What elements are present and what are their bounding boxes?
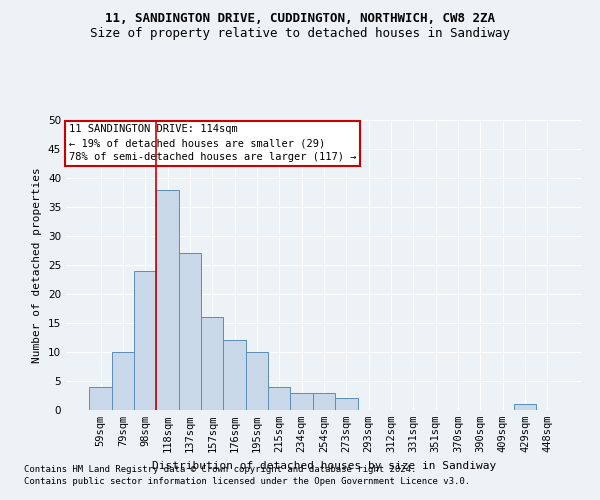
Bar [134,271,157,410]
Bar [290,392,313,410]
Bar [335,398,358,410]
Y-axis label: Number of detached properties: Number of detached properties [32,167,43,363]
Text: 11, SANDINGTON DRIVE, CUDDINGTON, NORTHWICH, CW8 2ZA: 11, SANDINGTON DRIVE, CUDDINGTON, NORTHW… [105,12,495,26]
X-axis label: Distribution of detached houses by size in Sandiway: Distribution of detached houses by size … [152,460,496,470]
Text: Contains HM Land Registry data © Crown copyright and database right 2024.: Contains HM Land Registry data © Crown c… [24,466,416,474]
Bar [157,190,179,410]
Text: 11 SANDINGTON DRIVE: 114sqm
← 19% of detached houses are smaller (29)
78% of sem: 11 SANDINGTON DRIVE: 114sqm ← 19% of det… [68,124,356,162]
Bar [268,387,290,410]
Bar [201,317,223,410]
Bar [112,352,134,410]
Text: Size of property relative to detached houses in Sandiway: Size of property relative to detached ho… [90,28,510,40]
Bar [246,352,268,410]
Bar [179,254,201,410]
Bar [313,392,335,410]
Text: Contains public sector information licensed under the Open Government Licence v3: Contains public sector information licen… [24,477,470,486]
Bar [223,340,246,410]
Bar [514,404,536,410]
Bar [89,387,112,410]
